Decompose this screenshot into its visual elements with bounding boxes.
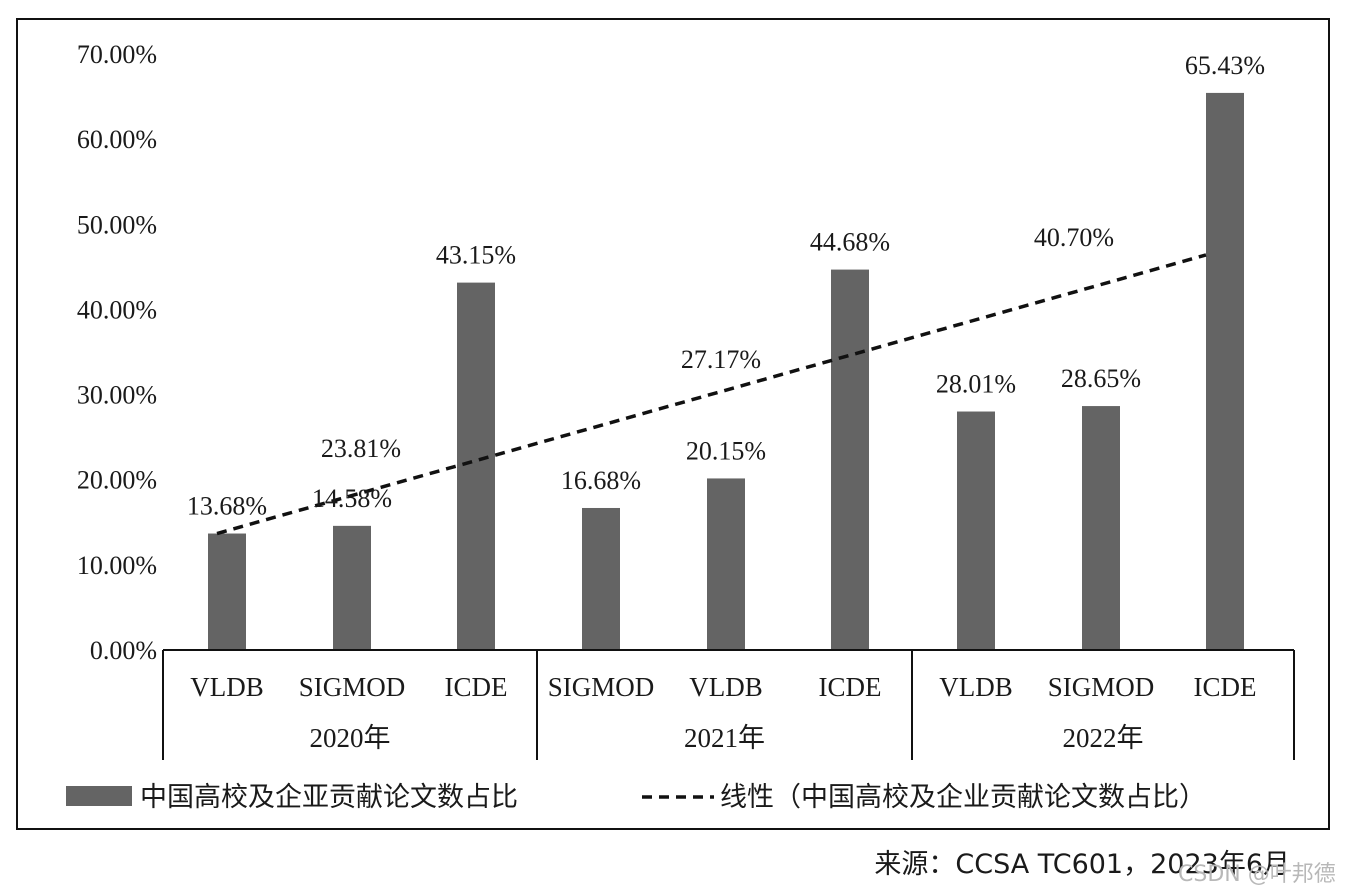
source-note: 来源：CCSA TC601，2023年6月 bbox=[874, 849, 1290, 880]
category-label: VLDB bbox=[190, 672, 264, 702]
bar bbox=[1206, 92, 1244, 651]
bar bbox=[333, 525, 371, 650]
bars bbox=[208, 92, 1244, 651]
category-axis: VLDB SIGMOD ICDE SIGMOD VLDB ICDE VLDB SIGMOD IC… bbox=[162, 649, 1295, 760]
data-label: 28.01% bbox=[936, 370, 1016, 399]
bar bbox=[457, 282, 495, 650]
average-label: 40.70% bbox=[1034, 223, 1114, 252]
data-label: 44.68% bbox=[810, 228, 890, 257]
bar bbox=[831, 269, 869, 650]
category-label: SIGMOD bbox=[299, 672, 406, 702]
category-label: ICDE bbox=[819, 672, 882, 702]
y-axis: 0.00% 10.00% 20.00% 30.00% 40.00% 50.00% 60.00… bbox=[77, 40, 157, 665]
y-tick-label: 0.00% bbox=[90, 636, 157, 665]
y-tick-label: 60.00% bbox=[77, 125, 157, 154]
legend: 中国高校及企亚贡献论文数占比 线性（中国高校及企业贡献论文数占比） bbox=[66, 782, 1206, 813]
bar bbox=[1082, 406, 1120, 650]
category-label: VLDB bbox=[689, 672, 763, 702]
chart-frame: 0.00% 10.00% 20.00% 30.00% 40.00% 50.00% 60.00… bbox=[16, 18, 1330, 830]
bar bbox=[707, 478, 745, 650]
category-label: ICDE bbox=[1194, 672, 1257, 702]
legend-swatch-bar bbox=[66, 786, 132, 806]
data-label: 65.43% bbox=[1185, 51, 1265, 80]
average-label: 23.81% bbox=[321, 434, 401, 463]
bar-chart: 0.00% 10.00% 20.00% 30.00% 40.00% 50.00% 60.00… bbox=[66, 40, 1295, 813]
y-tick-label: 70.00% bbox=[77, 40, 157, 69]
bar bbox=[582, 507, 620, 650]
y-tick-label: 20.00% bbox=[77, 466, 157, 495]
data-label: 20.15% bbox=[686, 436, 766, 465]
data-label: 16.68% bbox=[561, 466, 641, 495]
category-label: SIGMOD bbox=[1048, 672, 1155, 702]
data-label: 43.15% bbox=[436, 241, 516, 270]
legend-label-bar: 中国高校及企亚贡献论文数占比 bbox=[140, 782, 518, 813]
bar bbox=[208, 533, 246, 650]
average-label: 27.17% bbox=[681, 345, 761, 374]
bar bbox=[957, 411, 995, 650]
trendline bbox=[216, 253, 1207, 536]
legend-label-line: 线性（中国高校及企业贡献论文数占比） bbox=[720, 782, 1206, 813]
y-tick-label: 50.00% bbox=[77, 210, 157, 239]
trendline-linear bbox=[216, 253, 1207, 536]
group-label: 2022年 bbox=[1063, 723, 1144, 753]
data-labels: 13.68% 14.58% 43.15% 16.68% 20.15% 44.68% 28.0… bbox=[187, 51, 1265, 521]
category-label: SIGMOD bbox=[548, 672, 655, 702]
y-tick-label: 40.00% bbox=[77, 295, 157, 324]
watermark: CSDN @叶邦德 bbox=[1178, 862, 1336, 887]
y-tick-label: 10.00% bbox=[77, 551, 157, 580]
data-label: 28.65% bbox=[1061, 364, 1141, 393]
group-label: 2021年 bbox=[684, 723, 765, 753]
data-label: 13.68% bbox=[187, 492, 267, 521]
y-tick-label: 30.00% bbox=[77, 381, 157, 410]
category-label: VLDB bbox=[939, 672, 1013, 702]
data-label: 14.58% bbox=[312, 484, 392, 513]
category-label: ICDE bbox=[445, 672, 508, 702]
group-label: 2020年 bbox=[310, 723, 391, 753]
